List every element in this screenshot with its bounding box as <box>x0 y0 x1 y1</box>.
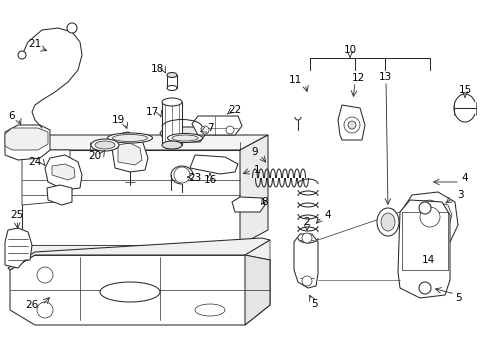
Text: 4: 4 <box>324 210 331 220</box>
Text: 23: 23 <box>188 173 201 183</box>
Polygon shape <box>231 197 264 212</box>
Text: 10: 10 <box>343 45 356 55</box>
Ellipse shape <box>112 135 147 141</box>
Text: 2: 2 <box>303 217 310 227</box>
Polygon shape <box>52 164 75 180</box>
Circle shape <box>343 117 359 133</box>
Polygon shape <box>337 105 364 140</box>
Circle shape <box>201 126 208 134</box>
Ellipse shape <box>376 208 398 236</box>
Circle shape <box>37 267 53 283</box>
Text: 5: 5 <box>311 299 318 309</box>
Text: 3: 3 <box>456 190 462 200</box>
Ellipse shape <box>95 141 115 149</box>
Polygon shape <box>5 125 50 160</box>
Text: 16: 16 <box>203 175 216 185</box>
Circle shape <box>302 276 311 286</box>
Text: 7: 7 <box>206 123 213 133</box>
Text: 5: 5 <box>454 293 460 303</box>
Polygon shape <box>10 255 269 325</box>
Ellipse shape <box>380 213 394 231</box>
Polygon shape <box>22 150 240 245</box>
Circle shape <box>67 23 77 33</box>
Polygon shape <box>160 127 204 142</box>
Circle shape <box>347 121 355 129</box>
Ellipse shape <box>167 134 202 143</box>
Polygon shape <box>244 255 269 325</box>
Text: 20: 20 <box>88 151 102 161</box>
Circle shape <box>418 282 430 294</box>
Text: 15: 15 <box>457 85 470 95</box>
Polygon shape <box>118 143 142 165</box>
Text: 24: 24 <box>28 157 41 167</box>
Polygon shape <box>5 228 32 268</box>
Polygon shape <box>190 155 238 174</box>
Polygon shape <box>8 238 269 270</box>
Text: 9: 9 <box>251 147 258 157</box>
Ellipse shape <box>167 72 177 77</box>
Circle shape <box>174 167 190 183</box>
Polygon shape <box>407 200 451 232</box>
Polygon shape <box>293 234 317 288</box>
Text: 14: 14 <box>421 255 434 265</box>
Ellipse shape <box>162 141 182 149</box>
Circle shape <box>302 233 311 243</box>
Text: 13: 13 <box>378 72 391 82</box>
Text: 25: 25 <box>10 210 23 220</box>
Circle shape <box>225 126 234 134</box>
Text: 19: 19 <box>111 115 124 125</box>
Circle shape <box>419 207 439 227</box>
Ellipse shape <box>195 304 224 316</box>
Ellipse shape <box>162 98 182 106</box>
Circle shape <box>418 202 430 214</box>
Text: 1: 1 <box>253 165 260 175</box>
Ellipse shape <box>172 135 198 141</box>
Polygon shape <box>112 132 148 172</box>
Polygon shape <box>22 245 240 255</box>
Text: 17: 17 <box>145 107 158 117</box>
Ellipse shape <box>107 133 152 143</box>
Text: 4: 4 <box>461 173 468 183</box>
Polygon shape <box>397 200 449 298</box>
Text: 18: 18 <box>150 64 163 74</box>
Text: 22: 22 <box>228 105 241 115</box>
Polygon shape <box>192 116 242 135</box>
Polygon shape <box>5 128 48 150</box>
Polygon shape <box>401 192 457 245</box>
Text: 21: 21 <box>28 39 41 49</box>
Polygon shape <box>47 185 72 205</box>
Polygon shape <box>45 155 82 190</box>
Ellipse shape <box>167 86 177 90</box>
Circle shape <box>18 51 26 59</box>
Text: 12: 12 <box>351 73 364 83</box>
Circle shape <box>37 302 53 318</box>
Polygon shape <box>22 135 267 150</box>
Polygon shape <box>167 75 177 88</box>
Ellipse shape <box>100 282 160 302</box>
Ellipse shape <box>91 139 119 151</box>
Polygon shape <box>162 102 182 145</box>
Polygon shape <box>240 135 267 245</box>
Text: 11: 11 <box>288 75 301 85</box>
Polygon shape <box>22 150 70 205</box>
Polygon shape <box>35 240 269 260</box>
Text: 8: 8 <box>261 197 268 207</box>
Text: 26: 26 <box>25 300 39 310</box>
Text: 6: 6 <box>9 111 15 121</box>
